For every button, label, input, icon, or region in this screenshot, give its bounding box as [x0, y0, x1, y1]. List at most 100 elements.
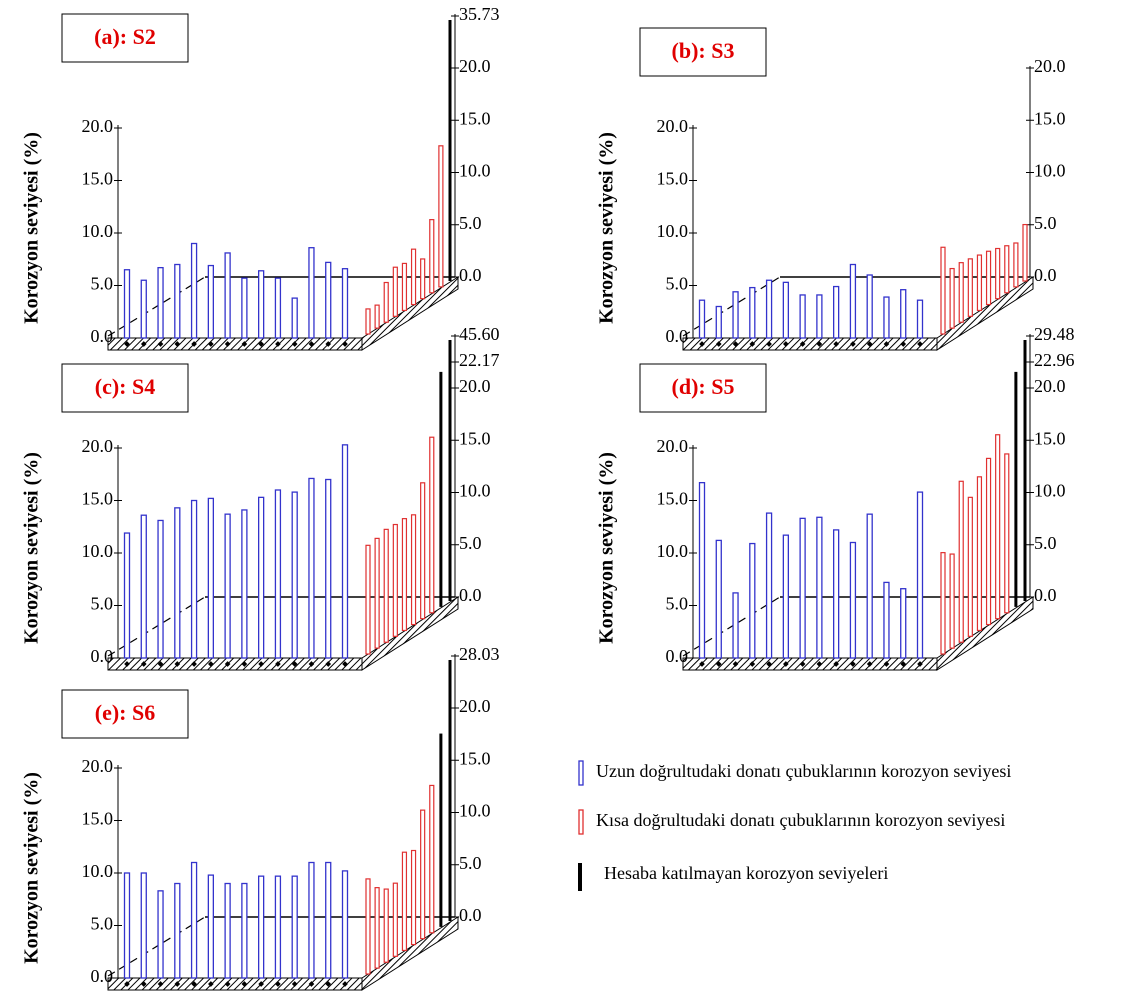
- short-bar: [401, 518, 408, 632]
- floor-dot: [224, 341, 231, 347]
- floor-dot: [174, 661, 181, 667]
- long-bar: [224, 513, 231, 659]
- y2-tick-label: 45.60: [459, 324, 500, 344]
- short-bar: [985, 457, 992, 626]
- y2-tick-label: 15.0: [1034, 108, 1066, 128]
- floor-dot: [157, 981, 164, 987]
- short-bar: [1004, 245, 1010, 294]
- floor-side: [936, 596, 1034, 671]
- legend-label: Uzun doğrultudaki donatı çubuklarının ko…: [596, 761, 1011, 781]
- short-bar: [420, 482, 426, 620]
- short-bar: [401, 262, 408, 312]
- legend-swatch: [578, 809, 584, 835]
- y-tick-label: 20.0: [82, 756, 114, 776]
- floor-dot: [208, 661, 214, 667]
- floor-dot: [715, 661, 722, 667]
- y2-tick-label: 15.0: [1034, 428, 1066, 448]
- short-bar: [392, 523, 398, 637]
- long-bar: [308, 861, 315, 979]
- floor-dot: [275, 661, 281, 667]
- floor-dot: [258, 341, 264, 347]
- floor-dot: [325, 981, 332, 987]
- short-bar: [410, 849, 417, 946]
- floor-dot: [124, 661, 130, 667]
- short-bar: [949, 553, 955, 649]
- floor-dot: [191, 661, 197, 667]
- floor-dot: [816, 661, 823, 667]
- short-bar: [940, 552, 946, 655]
- floor-dot: [258, 981, 264, 987]
- y2-tick-label: 10.0: [459, 481, 491, 501]
- panel-title: (d): S5: [672, 374, 735, 399]
- short-bar: [374, 304, 380, 329]
- floor-dot: [308, 981, 315, 987]
- floor-dot: [291, 661, 298, 667]
- y2-tick-label: 22.17: [459, 350, 500, 370]
- floor-dot: [275, 341, 281, 347]
- long-bar: [174, 263, 181, 339]
- short-bar: [976, 254, 983, 312]
- floor-dot: [191, 981, 197, 987]
- y2-tick-label: 20.0: [459, 376, 491, 396]
- floor-dot: [715, 341, 722, 347]
- long-bar: [241, 277, 248, 339]
- y-tick-label: 20.0: [657, 116, 689, 136]
- y2-tick-label: 0.0: [1034, 585, 1057, 605]
- long-bar: [190, 242, 198, 339]
- floor-dot: [883, 661, 890, 667]
- y-tick-label: 15.0: [657, 169, 689, 189]
- y2-tick-label: 28.03: [459, 644, 500, 664]
- long-bar: [123, 872, 131, 979]
- floor-dot: [174, 341, 181, 347]
- floor-dot: [766, 341, 772, 347]
- title-box: [639, 363, 767, 413]
- depth-line: [682, 596, 781, 657]
- short-bar: [949, 267, 955, 329]
- y2-tick-label: 10.0: [459, 801, 491, 821]
- long-bar: [140, 279, 147, 339]
- y-axis-label: Korozyon seviyesi (%): [596, 452, 618, 644]
- long-bar: [698, 481, 706, 659]
- y-tick-label: 20.0: [82, 116, 114, 136]
- y2-tick-label: 20.0: [459, 696, 491, 716]
- floor-dot: [325, 341, 332, 347]
- floor-dot: [157, 661, 164, 667]
- short-bar: [985, 250, 992, 306]
- floor-dot: [783, 661, 789, 667]
- long-bar: [258, 270, 265, 339]
- long-bar: [274, 489, 282, 659]
- panel-title: (b): S3: [672, 38, 735, 63]
- long-bar: [916, 491, 924, 659]
- long-bar: [190, 861, 198, 979]
- floor-dot: [342, 341, 348, 347]
- legend-swatch: [578, 760, 584, 786]
- floor-dot: [749, 661, 756, 667]
- short-bar: [995, 434, 1001, 620]
- excluded-bar: [1023, 340, 1027, 601]
- y-tick-label: 0.0: [91, 646, 114, 666]
- long-bar: [291, 875, 298, 979]
- short-bar: [958, 262, 964, 323]
- floor-dot: [833, 661, 839, 667]
- long-bar: [325, 478, 332, 659]
- y2-tick-label: 0.0: [459, 905, 482, 925]
- floor-dot: [124, 341, 130, 347]
- short-bar: [365, 308, 371, 335]
- long-bar: [140, 514, 147, 659]
- long-bar: [698, 299, 706, 339]
- long-bar: [325, 261, 332, 339]
- short-bar: [383, 281, 389, 323]
- excluded-bar: [1014, 371, 1018, 607]
- title-box: [61, 689, 189, 739]
- floor-dot: [308, 661, 315, 667]
- floor-dot: [224, 661, 231, 667]
- y2-tick-label: 15.0: [459, 428, 491, 448]
- long-bar: [224, 882, 231, 979]
- panel-title: (c): S4: [95, 374, 155, 399]
- floor-dot: [799, 661, 806, 667]
- floor-dot: [749, 341, 756, 347]
- long-bar: [732, 592, 739, 659]
- floor-dot: [308, 341, 315, 347]
- floor-dot: [732, 341, 739, 347]
- y-tick-label: 0.0: [91, 966, 114, 986]
